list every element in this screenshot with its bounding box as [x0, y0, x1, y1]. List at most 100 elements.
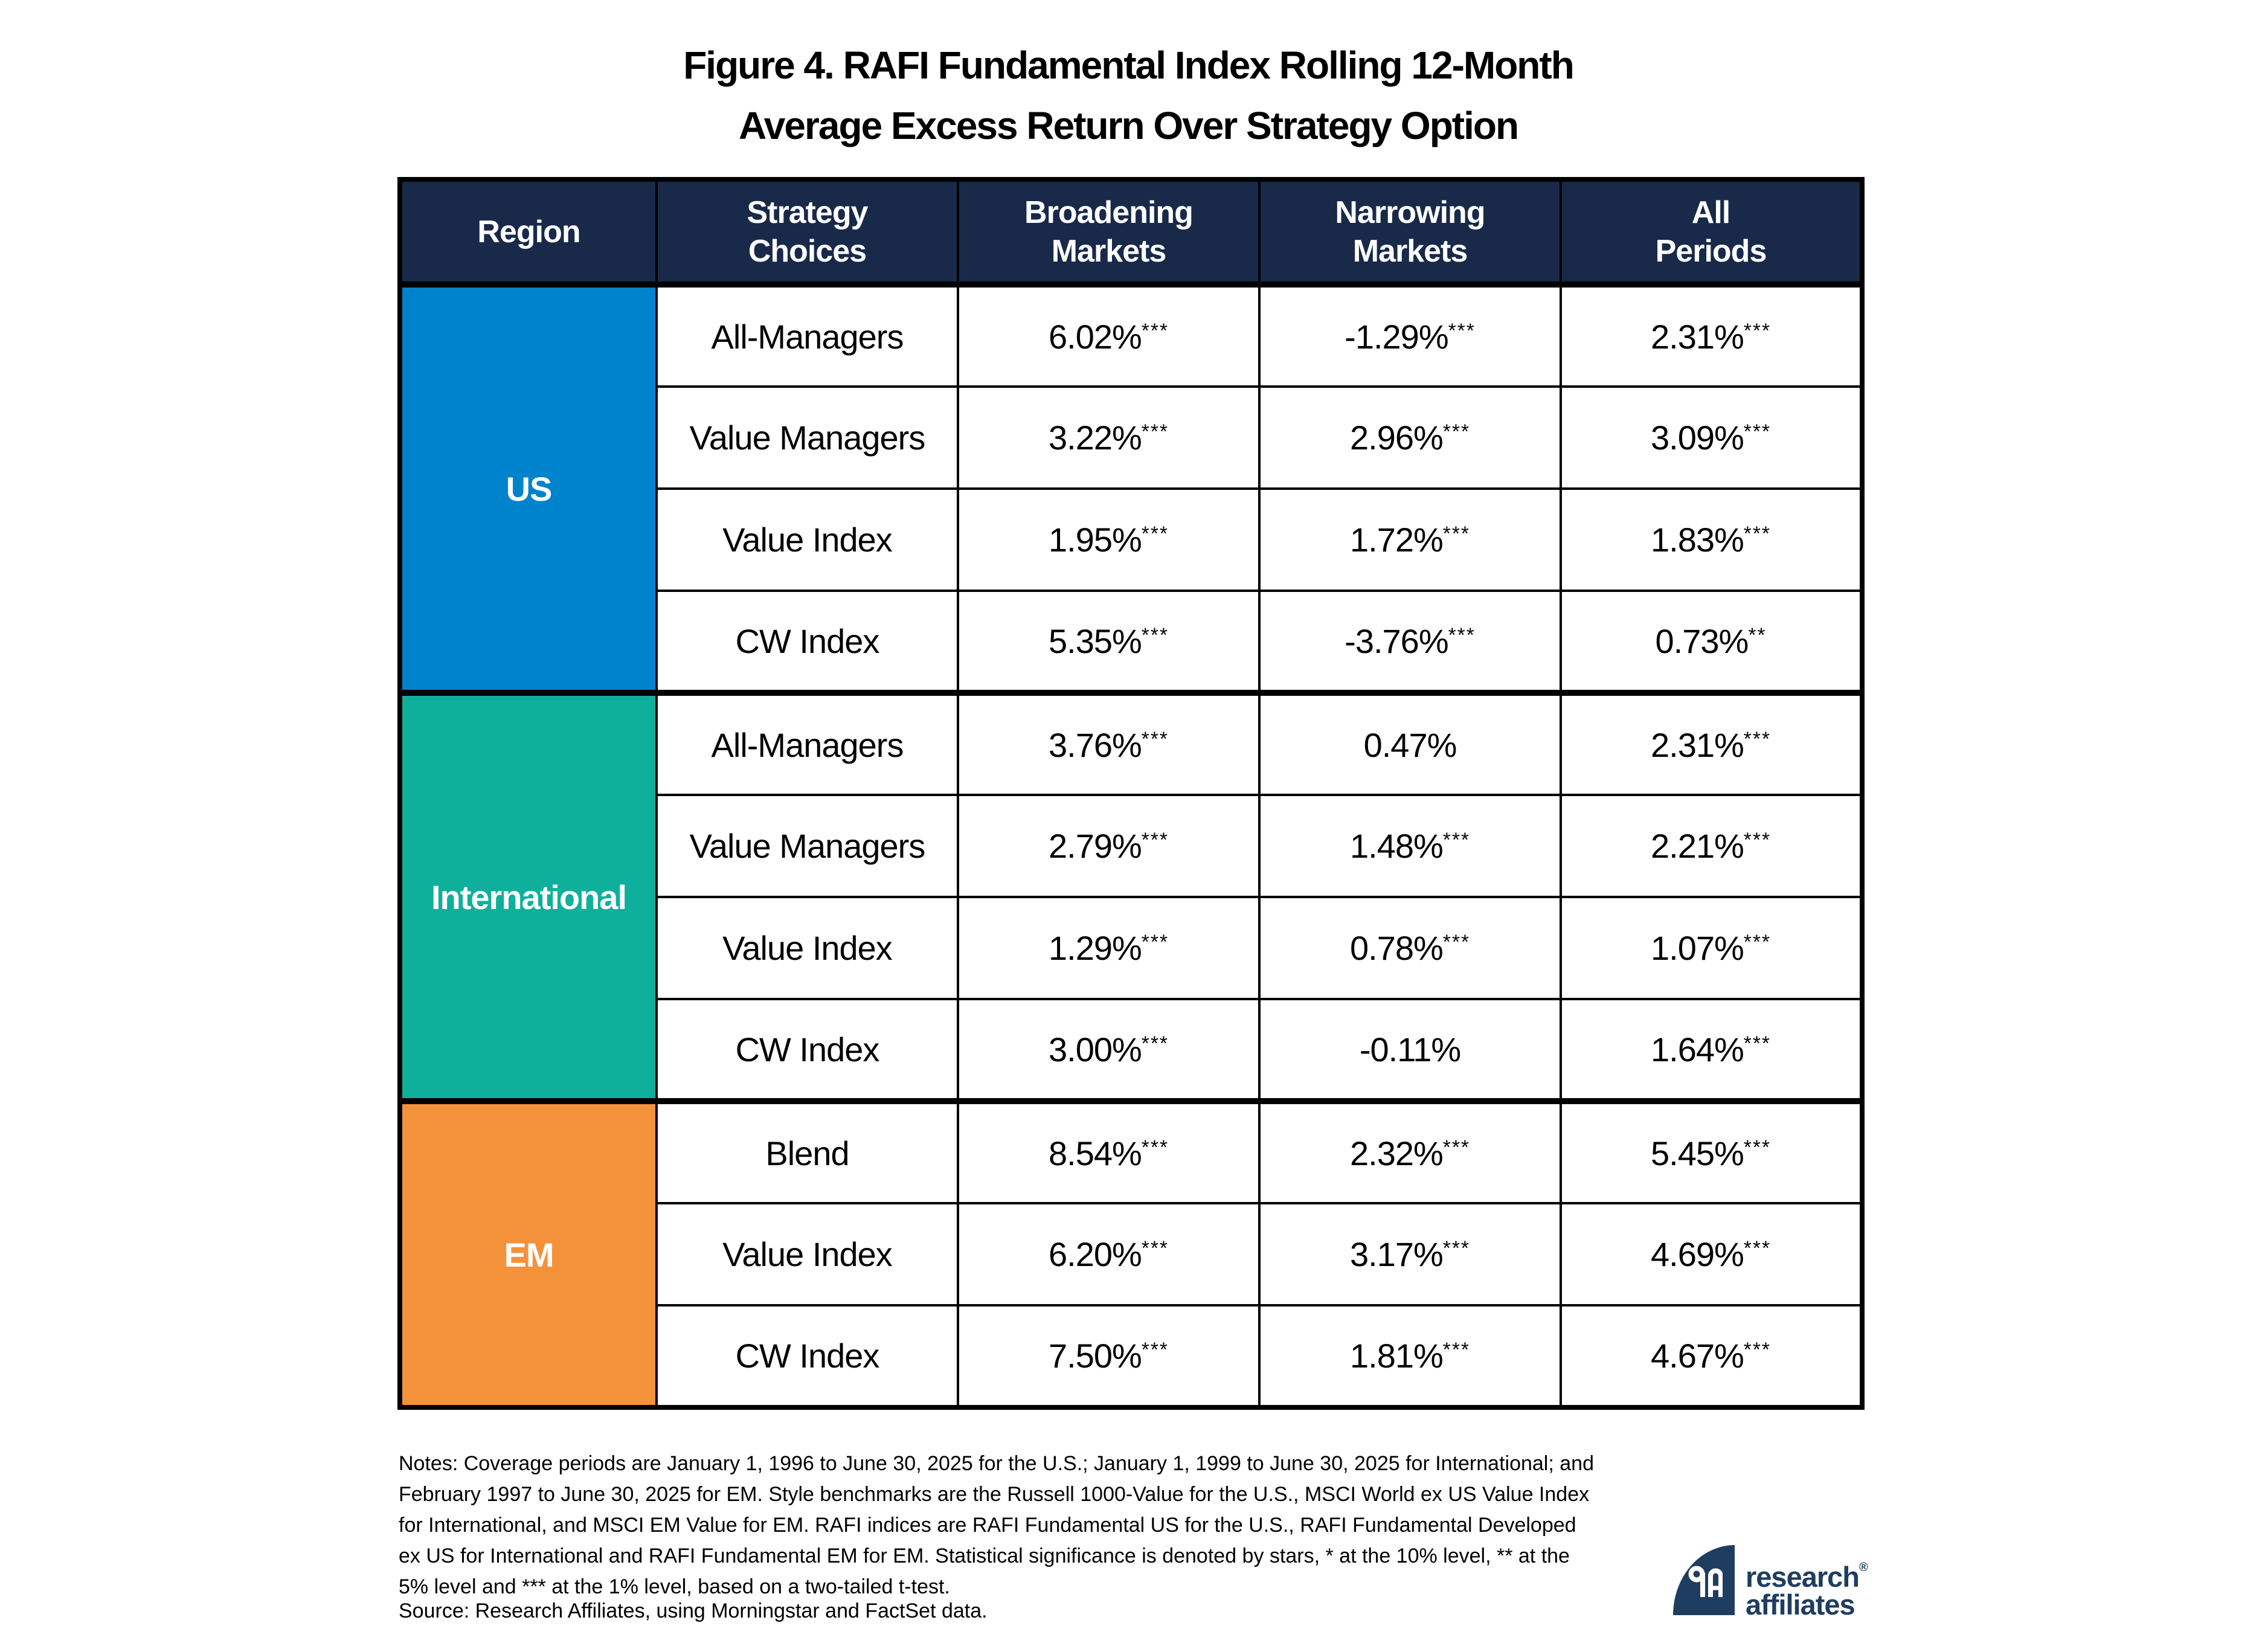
value: 3.00%: [1049, 1030, 1142, 1069]
strategy-cell: Blend: [655, 1098, 959, 1204]
narrowing-cell: 1.48%***: [1258, 794, 1562, 898]
significance-stars: ***: [1442, 1136, 1470, 1159]
value: 4.69%: [1651, 1235, 1744, 1273]
significance-stars: ***: [1743, 1136, 1771, 1159]
logo-wordmark: research® affiliates: [1746, 1545, 1868, 1619]
header-row: Region Strategy Choices Broadening Marke…: [399, 178, 1863, 288]
broadening-cell: 2.79%***: [957, 794, 1261, 898]
significance-stars: ***: [1141, 624, 1169, 647]
value: 3.22%: [1049, 419, 1142, 457]
figure-title-line1: Figure 4. RAFI Fundamental Index Rolling…: [683, 43, 1575, 87]
value: -0.11%: [1359, 1030, 1461, 1069]
all-periods-cell: 2.31%***: [1560, 690, 1863, 796]
significance-stars: ***: [1141, 1237, 1169, 1260]
value: -3.76%: [1345, 622, 1448, 660]
value: 1.29%: [1049, 929, 1142, 967]
significance-stars: ***: [1448, 320, 1476, 342]
value: 1.48%: [1350, 827, 1444, 865]
value: -1.29%: [1345, 317, 1448, 356]
broadening-cell: 5.35%***: [957, 590, 1261, 694]
logo-word-research: research®: [1746, 1554, 1868, 1591]
significance-stars: ***: [1141, 829, 1169, 852]
strategy-cell: Value Managers: [655, 794, 959, 898]
significance-stars: ***: [1743, 931, 1771, 954]
narrowing-cell: 2.32%***: [1258, 1098, 1562, 1204]
header-all-periods-line1: All: [1691, 194, 1730, 230]
all-periods-cell: 1.07%***: [1560, 896, 1863, 1000]
value: 1.81%: [1350, 1337, 1444, 1375]
all-periods-cell: 3.09%***: [1560, 385, 1863, 490]
significance-stars: ***: [1743, 320, 1771, 342]
value: 1.07%: [1651, 929, 1744, 967]
broadening-cell: 3.76%***: [957, 690, 1261, 796]
strategy-cell: All-Managers: [655, 283, 959, 388]
header-all-periods: All Periods: [1560, 178, 1863, 288]
all-periods-cell: 4.69%***: [1560, 1202, 1863, 1306]
strategy-cell: Value Index: [655, 1202, 959, 1306]
value: 1.95%: [1049, 521, 1142, 559]
header-region-label: Region: [477, 214, 580, 249]
narrowing-cell: 1.72%***: [1258, 487, 1562, 592]
value: 5.45%: [1651, 1134, 1744, 1172]
value: 2.21%: [1651, 827, 1744, 865]
value: 1.83%: [1651, 521, 1744, 559]
region-cell-em: EM: [399, 1098, 658, 1409]
significance-stars: ***: [1141, 420, 1169, 443]
significance-stars: ***: [1448, 624, 1476, 647]
value: 7.50%: [1049, 1337, 1142, 1375]
strategy-cell: CW Index: [655, 998, 959, 1102]
significance-stars: ***: [1743, 829, 1771, 852]
value: 3.09%: [1651, 419, 1744, 457]
significance-stars: ***: [1141, 320, 1169, 342]
significance-stars: ***: [1141, 1136, 1169, 1159]
all-periods-cell: 1.83%***: [1560, 487, 1863, 592]
broadening-cell: 3.00%***: [957, 998, 1261, 1102]
value: 2.79%: [1049, 827, 1142, 865]
us-value-managers-row: Value Managers 3.22%*** 2.96%*** 3.09%**…: [400, 385, 1863, 490]
registered-trademark-icon: ®: [1859, 1561, 1868, 1574]
intl-all-managers-row: International All-Managers 3.76%*** 0.47…: [399, 690, 1863, 1102]
intl-cw-index-row: CW Index 3.00%*** -0.11% 1.64% ***: [400, 998, 1863, 1102]
value: 0.47%: [1363, 725, 1457, 764]
value: 0.73%: [1655, 622, 1749, 660]
value: 6.02%: [1049, 317, 1142, 356]
significance-stars: **: [1748, 624, 1767, 647]
ra-monogram-icon: [1688, 1566, 1723, 1597]
strategy-cell: Value Managers: [655, 385, 959, 490]
header-all-periods-line2: Periods: [1655, 233, 1767, 269]
us-value-index-row: Value Index 1.95%*** 1.72%*** 1.83%***: [400, 487, 1863, 592]
significance-stars: ***: [1141, 931, 1169, 954]
significance-stars: ***: [1743, 522, 1771, 545]
broadening-cell: 8.54%***: [957, 1098, 1261, 1204]
narrowing-cell: 1.81%***: [1258, 1304, 1562, 1409]
significance-stars: ***: [1442, 1237, 1470, 1260]
significance-stars: ***: [1141, 522, 1169, 545]
value: 2.96%: [1350, 419, 1444, 457]
narrowing-cell: 2.96%***: [1258, 385, 1562, 490]
strategy-cell: CW Index: [655, 1304, 959, 1409]
significance-stars: ***: [1442, 1339, 1470, 1361]
value: 1.64%: [1651, 1030, 1744, 1069]
notes-text: Notes: Coverage periods are January 1, 1…: [399, 1452, 1594, 1598]
intl-value-managers-row: Value Managers 2.79%*** 1.48%*** 2.21%**…: [400, 794, 1863, 898]
narrowing-cell: -1.29%***: [1258, 283, 1562, 388]
significance-stars: ***: [1141, 728, 1169, 751]
value: 3.17%: [1350, 1235, 1444, 1273]
significance-stars: ***: [1442, 522, 1470, 545]
strategy-cell: All-Managers: [655, 690, 959, 796]
significance-stars: ***: [1743, 728, 1771, 751]
figure-title-line2: Average Excess Return Over Strategy Opti…: [738, 104, 1519, 147]
significance-stars: ***: [1141, 1339, 1169, 1361]
significance-stars: ***: [1141, 1032, 1169, 1055]
significance-stars: ***: [1442, 931, 1470, 954]
header-strategy-line1: Strategy: [747, 194, 868, 230]
significance-stars: ***: [1743, 420, 1771, 443]
broadening-cell: 3.22%***: [957, 385, 1261, 490]
narrowing-cell: -0.11%: [1258, 998, 1562, 1102]
narrowing-cell: 0.47%: [1258, 690, 1562, 796]
significance-stars: ***: [1743, 1237, 1771, 1260]
header-broadening-line2: Markets: [1051, 233, 1167, 269]
all-periods-cell: 2.21%***: [1560, 794, 1863, 898]
em-cw-index-row: CW Index 7.50%*** 1.81%*** 4.67%***: [400, 1304, 1863, 1409]
header-broadening-markets: Broadening Markets: [957, 178, 1261, 288]
